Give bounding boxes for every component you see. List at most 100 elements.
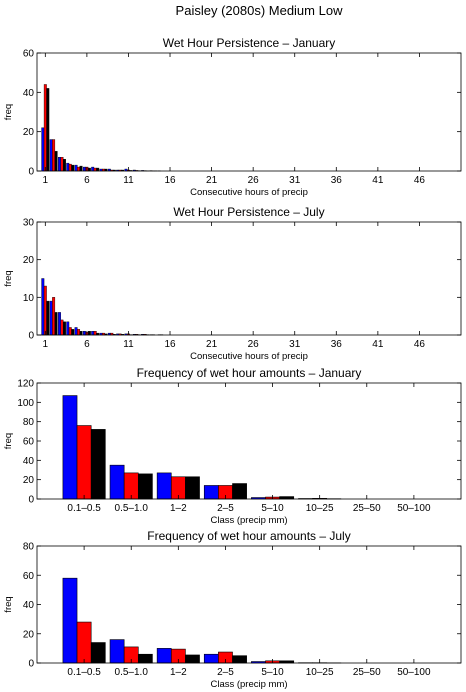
bar-group <box>62 395 342 500</box>
y-tick-label: 0 <box>28 331 34 342</box>
y-tick-label: 40 <box>23 600 35 611</box>
y-tick-label: 40 <box>23 456 35 467</box>
bar-0.5–1.0-series-3 <box>137 653 153 664</box>
bar-x3-series-2 <box>60 157 64 172</box>
x-tick-label: 41 <box>372 175 384 186</box>
bar-0.5–1.0-series-1 <box>109 639 125 664</box>
bar-x5-series-2 <box>77 166 81 172</box>
x-tick-label: 6 <box>84 175 90 186</box>
bar-x5-series-3 <box>79 331 83 336</box>
y-tick-label: 20 <box>23 127 35 138</box>
bar-0.1–0.5-series-2 <box>76 425 92 500</box>
bar-x2-series-2 <box>52 139 56 172</box>
bar-x1-series-2 <box>43 285 47 336</box>
x-tick-label: 36 <box>331 339 343 350</box>
bar-0.1–0.5-series-3 <box>90 642 106 664</box>
y-tick-label: 60 <box>23 49 35 60</box>
bar-0.1–0.5-series-1 <box>62 395 78 500</box>
y-tick-label: 80 <box>23 417 35 428</box>
y-tick-label: 10 <box>23 293 35 304</box>
bar-group <box>62 577 342 664</box>
y-tick-label: 100 <box>17 398 34 409</box>
bar-x1-series-3 <box>46 300 50 336</box>
bar-0.1–0.5-series-3 <box>90 429 106 500</box>
x-axis-label: Class (precip mm) <box>210 515 287 526</box>
figure-title: Paisley (2080s) Medium Low <box>176 3 344 18</box>
x-tick-label: 0.1–0.5 <box>67 667 101 678</box>
x-tick-label: 11 <box>123 175 134 186</box>
y-axis-label: freq <box>3 270 14 286</box>
x-tick-label: 0.5–1.0 <box>115 667 149 678</box>
bar-x3-series-3 <box>62 158 66 172</box>
chart-3: Frequency of wet hour amounts – January 0… <box>3 366 462 526</box>
x-tick-label: 31 <box>289 175 301 186</box>
bar-0.1–0.5-series-1 <box>62 577 78 664</box>
x-axis-label: Consecutive hours of precip <box>190 187 308 198</box>
bar-x1-series-2 <box>43 84 47 172</box>
bar-x2-series-2 <box>52 297 56 336</box>
x-tick-label: 26 <box>248 175 260 186</box>
bar-x6-series-3 <box>87 331 91 336</box>
bar-x1-series-1 <box>41 278 45 336</box>
y-tick-label: 0 <box>28 659 34 670</box>
bar-x2-series-1 <box>49 300 53 336</box>
x-tick-label: 10–25 <box>306 667 334 678</box>
bar-x7-series-2 <box>93 331 97 336</box>
bar-x7-series-1 <box>91 166 95 172</box>
y-tick-label: 30 <box>23 218 35 229</box>
x-tick-label: 1 <box>43 339 49 350</box>
x-tick-label: 0.5–1.0 <box>115 503 149 514</box>
bar-x3-series-1 <box>58 312 61 336</box>
bar-x3-series-3 <box>62 321 66 336</box>
y-tick-label: 80 <box>23 542 35 553</box>
plot-frame <box>36 52 462 172</box>
bar-1–2-series-3 <box>185 654 200 664</box>
bar-x2-series-1 <box>49 139 53 172</box>
bar-0.5–1.0-series-3 <box>137 473 153 500</box>
bar-x4-series-2 <box>68 327 72 336</box>
x-tick-label: 50–100 <box>397 667 431 678</box>
chart-title: Wet Hour Persistence – July <box>173 205 324 219</box>
x-tick-label: 21 <box>206 175 218 186</box>
bar-x4-series-1 <box>66 162 70 172</box>
bar-2–5-series-1 <box>203 653 219 664</box>
bar-x4-series-3 <box>71 329 75 336</box>
bar-2–5-series-1 <box>203 485 219 500</box>
bar-x5-series-1 <box>74 164 78 172</box>
bar-x4-series-2 <box>68 163 72 172</box>
x-tick-label: 5–10 <box>261 503 284 514</box>
bar-x6-series-1 <box>82 331 86 336</box>
chart-title: Frequency of wet hour amounts – January <box>137 366 362 380</box>
x-tick-label: 1–2 <box>170 503 187 514</box>
x-tick-label: 25–50 <box>353 667 381 678</box>
x-tick-label: 2–5 <box>217 667 234 678</box>
bar-x4-series-3 <box>71 164 75 172</box>
bar-2–5-series-3 <box>232 483 247 500</box>
x-tick-label: 26 <box>248 339 260 350</box>
bar-group <box>41 84 161 172</box>
x-tick-label: 50–100 <box>397 503 431 514</box>
x-tick-label: 0.1–0.5 <box>67 503 101 514</box>
y-tick-label: 40 <box>23 88 35 99</box>
x-axis-label: Class (precip mm) <box>210 679 287 690</box>
x-tick-label: 2–5 <box>217 503 234 514</box>
y-tick-label: 20 <box>23 629 35 640</box>
y-axis-label: freq <box>3 433 14 449</box>
bar-1–2-series-1 <box>156 472 172 500</box>
bar-x7-series-3 <box>96 167 100 172</box>
y-axis-label: freq <box>3 104 14 120</box>
bar-x1-series-3 <box>46 88 50 172</box>
y-tick-label: 60 <box>23 571 35 582</box>
y-tick-label: 60 <box>23 437 35 448</box>
x-tick-label: 21 <box>206 339 218 350</box>
bar-x2-series-3 <box>54 151 58 172</box>
bar-x6-series-3 <box>87 167 91 172</box>
x-tick-label: 25–50 <box>353 503 381 514</box>
bar-group <box>41 278 164 336</box>
bar-x5-series-1 <box>74 327 78 336</box>
bar-x7-series-1 <box>91 331 95 336</box>
bar-0.1–0.5-series-2 <box>76 621 92 664</box>
